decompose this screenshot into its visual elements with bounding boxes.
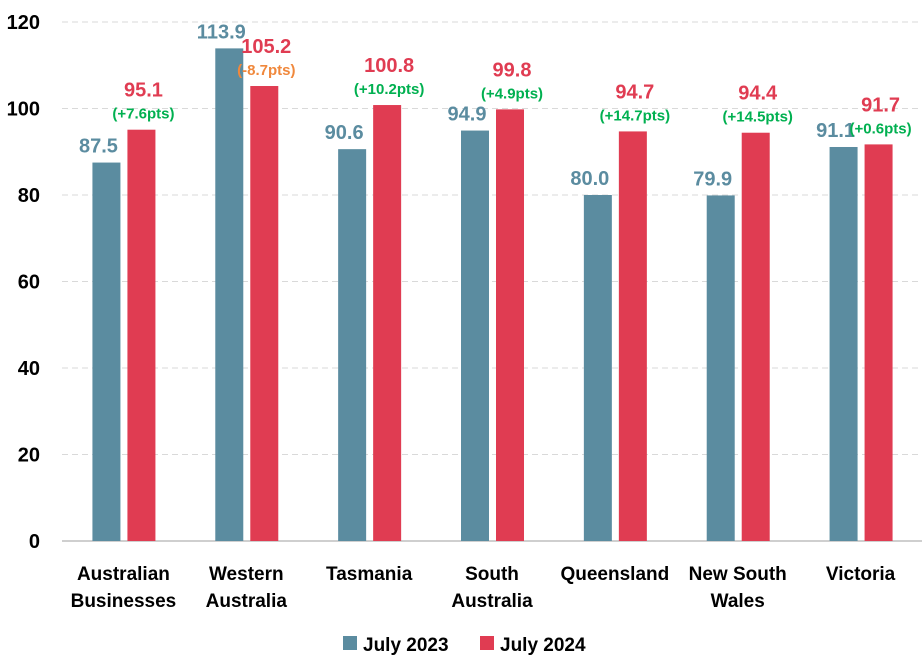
legend-swatch [343, 636, 357, 650]
y-tick-label: 40 [18, 358, 40, 380]
change-label: (-8.7pts) [237, 62, 295, 79]
data-label-july-2023: 113.9 [197, 21, 246, 43]
bar-july-2024 [250, 86, 279, 541]
data-label-july-2024: 94.7 [615, 81, 654, 103]
bar-july-2023 [829, 146, 858, 541]
data-label-july-2024: 94.4 [738, 83, 778, 105]
bar-july-2023 [338, 149, 367, 541]
y-tick-label: 0 [29, 531, 40, 553]
data-label-july-2024: 91.7 [861, 94, 900, 116]
x-category-label: New South [689, 564, 787, 585]
legend-swatch [480, 636, 494, 650]
data-label-july-2024: 99.8 [493, 59, 532, 81]
data-label-july-2023: 80.0 [570, 168, 609, 190]
x-category-label: Tasmania [326, 564, 413, 585]
legend-label: July 2024 [500, 635, 586, 656]
change-label: (+14.5pts) [722, 109, 792, 126]
bar-july-2023 [706, 195, 735, 541]
data-label-july-2023: 91.1 [816, 120, 855, 142]
bar-july-2024 [496, 109, 524, 542]
y-tick-label: 60 [18, 272, 40, 294]
bar-july-2023 [461, 130, 489, 541]
legend-label: July 2023 [363, 635, 449, 656]
change-label: (+10.2pts) [354, 81, 424, 98]
x-category-label: Businesses [71, 591, 177, 612]
bar-july-2024 [864, 144, 893, 541]
change-label: (+4.9pts) [481, 85, 543, 102]
change-label: (+14.7pts) [600, 107, 670, 124]
bar-july-2024 [127, 129, 156, 541]
data-label-july-2024: 100.8 [364, 55, 414, 77]
x-category-label: Victoria [826, 564, 896, 585]
bar-july-2023 [92, 162, 121, 541]
y-tick-label: 100 [7, 99, 40, 121]
bar-july-2024 [373, 105, 402, 541]
data-label-july-2024: 95.1 [124, 80, 163, 102]
data-label-july-2023: 90.6 [325, 122, 364, 144]
data-label-july-2023: 87.5 [79, 136, 118, 158]
bar-july-2024 [618, 131, 647, 542]
x-category-label: Queensland [560, 564, 669, 585]
y-tick-label: 20 [18, 445, 40, 467]
y-tick-label: 120 [7, 12, 40, 34]
x-category-label: South [465, 564, 519, 585]
bar-july-2023 [583, 195, 612, 541]
x-category-label: Australian [77, 564, 170, 585]
x-category-label: Wales [711, 591, 765, 612]
bar-july-2024 [741, 132, 770, 541]
data-label-july-2024: 105.2 [241, 36, 291, 58]
x-category-label: Australia [451, 591, 533, 612]
change-label: (+7.6pts) [112, 106, 174, 123]
bar-july-2023 [215, 48, 244, 541]
data-label-july-2023: 79.9 [693, 168, 732, 190]
data-label-july-2023: 94.9 [448, 104, 487, 126]
x-category-label: Western [209, 564, 284, 585]
y-tick-label: 80 [18, 185, 40, 207]
change-label: (+0.6pts) [850, 120, 912, 137]
x-category-label: Australia [206, 591, 288, 612]
